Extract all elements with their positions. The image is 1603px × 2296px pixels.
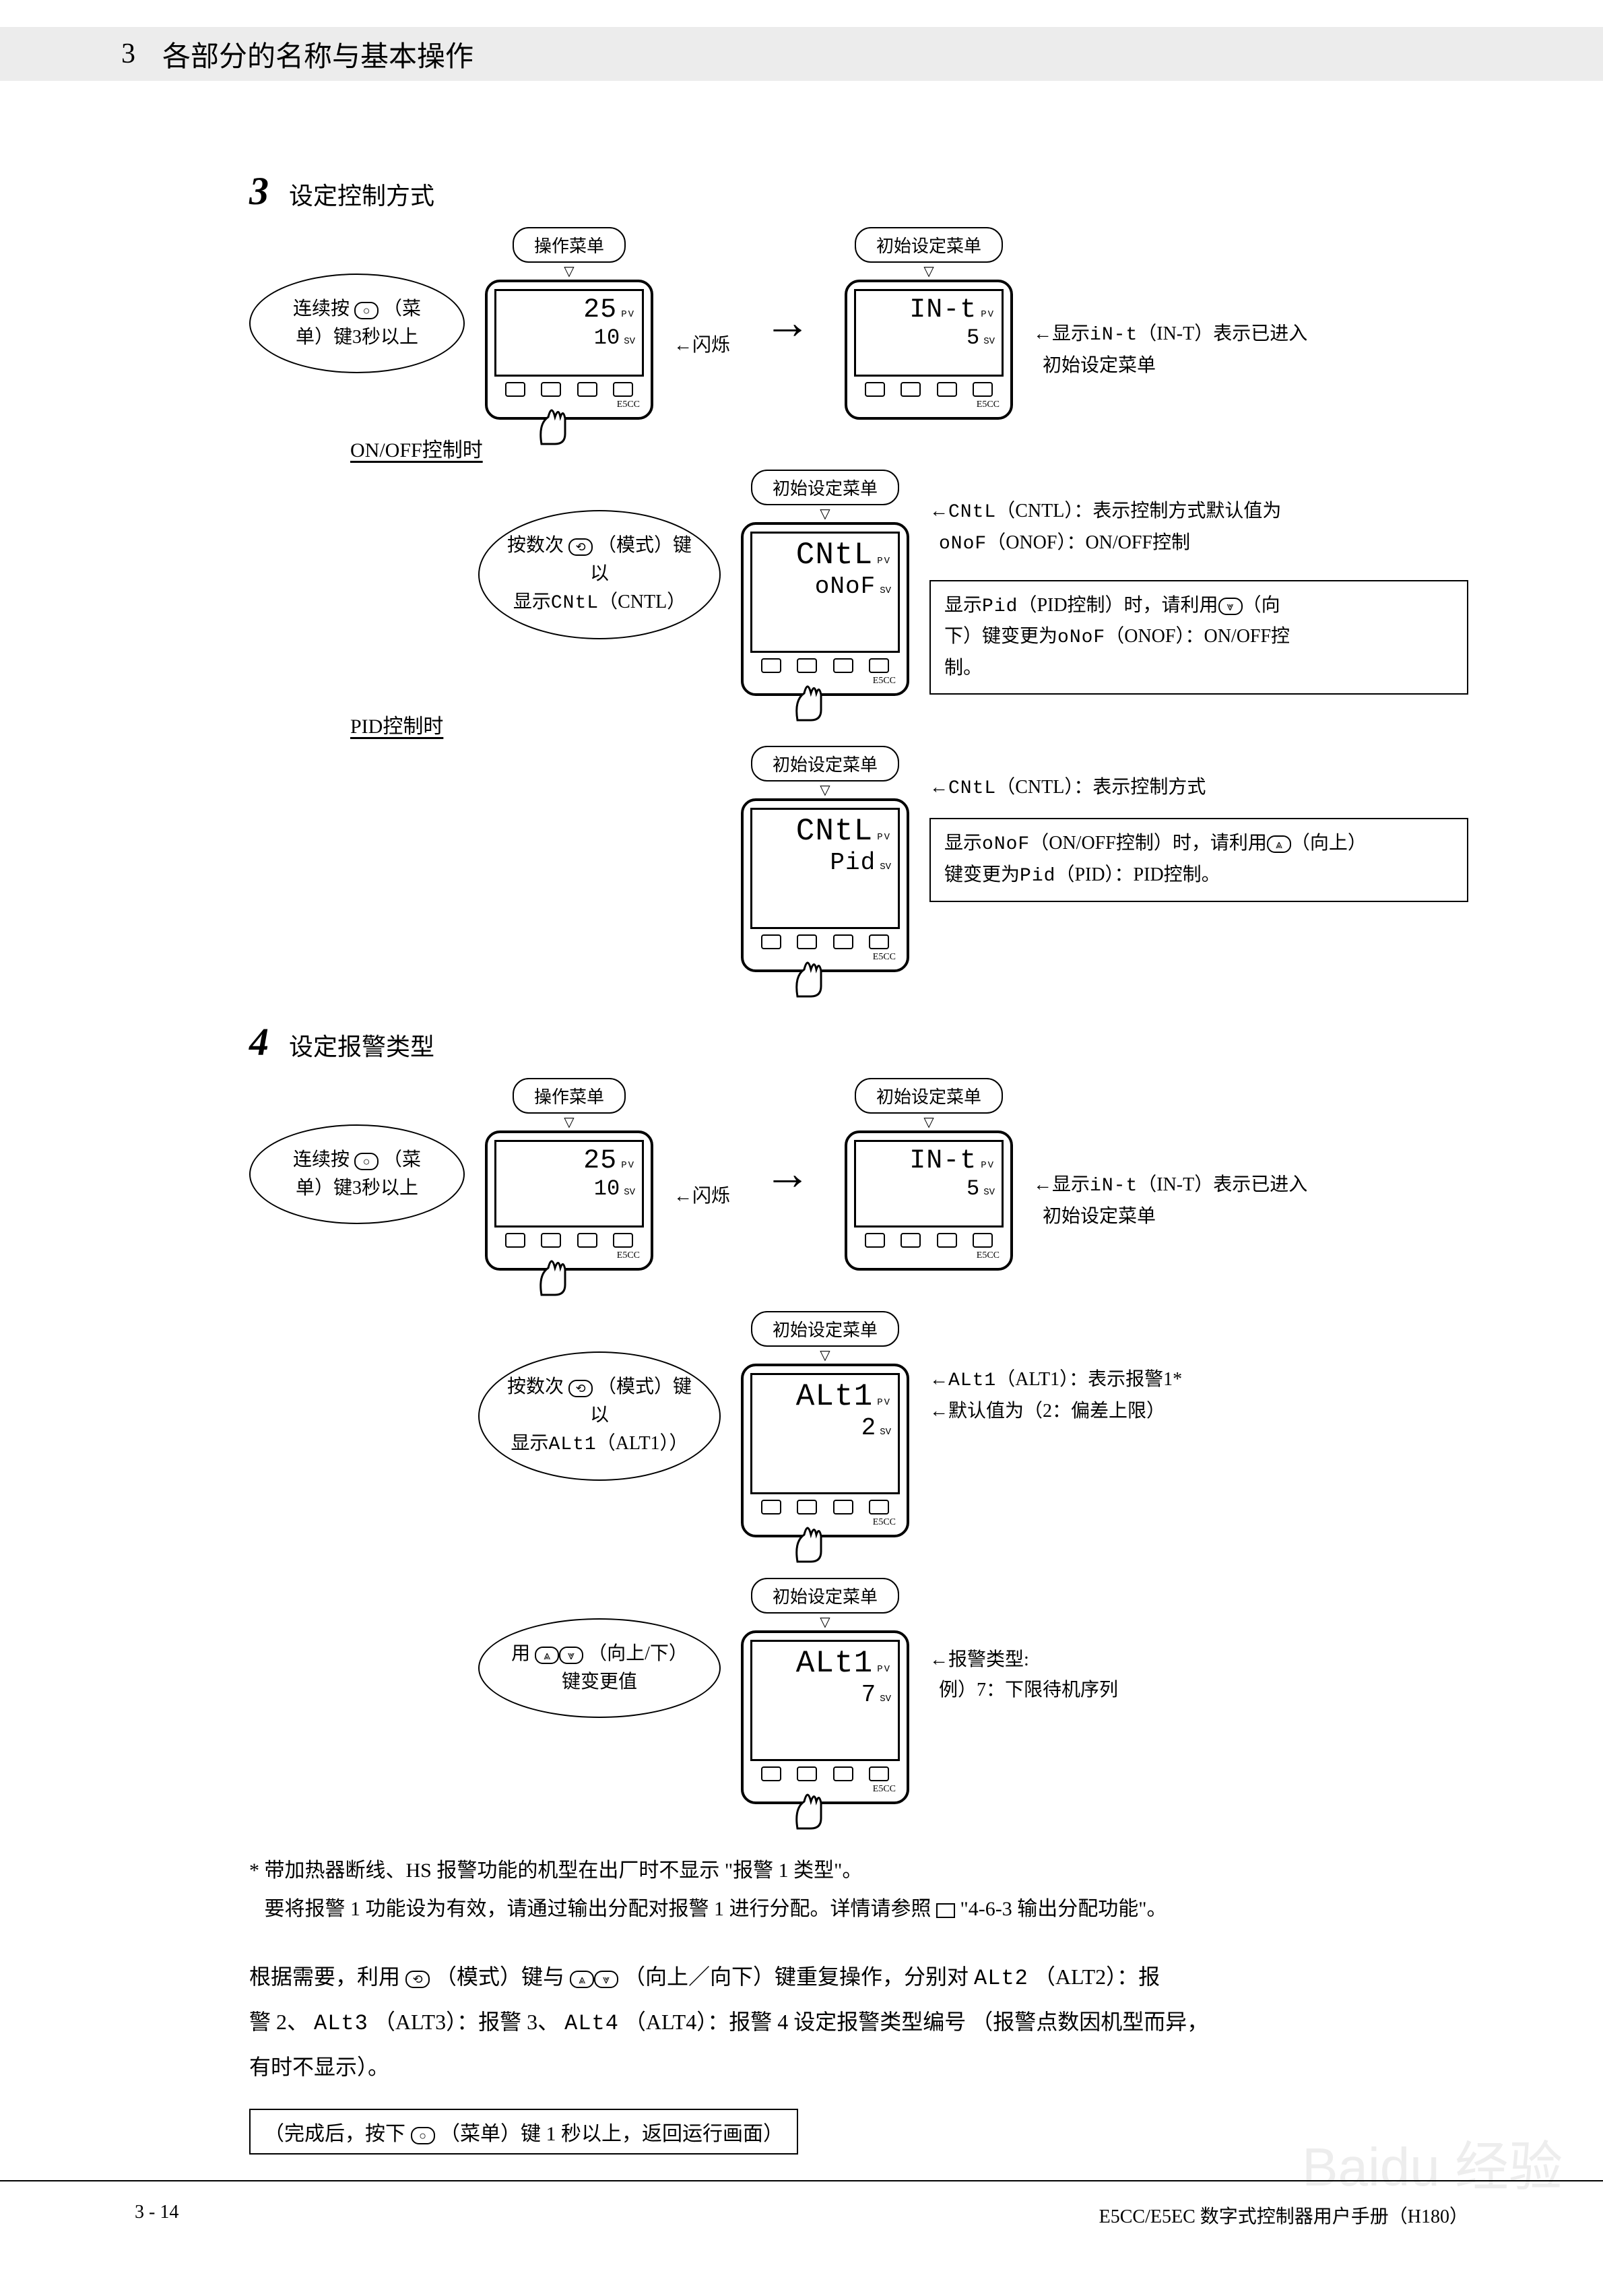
step4-title: 设定报警类型 [289, 1027, 434, 1062]
step4-bubble2: 按数次 ⟲ （模式）键以 显示ALt1（ALT1）） [478, 1351, 721, 1481]
step3-box2: 显示oNoF（ON/OFF控制）时，请利用⩓（向上） 键变更为Pid（PID）：… [929, 818, 1468, 903]
down-key-icon: ⩔ [559, 1647, 583, 1664]
step4-op-col: 操作菜单 ▽ 25PV 10SV E5CC [485, 1078, 653, 1271]
manual-ref: E5CC/E5EC 数字式控制器用户手册（H180） [1099, 2202, 1468, 2229]
step4-num: 4 [249, 1019, 269, 1064]
hand-icon [528, 397, 575, 451]
step3-title: 设定控制方式 [289, 177, 434, 212]
step3-box1: 显示Pid（PID控制）时，请利用⩔（向 下）键变更为oNoF（ONOF）：ON… [929, 580, 1468, 695]
init-menu-tag: 初始设定菜单 [855, 227, 1003, 263]
blink-label: ←闪烁 [674, 330, 730, 357]
body-text: 根据需要，利用 ⟲ （模式）键与 ⩓⩔ （向上／向下）键重复操作，分别对 ALt… [249, 1955, 1468, 2088]
onoff-subhead: ON/OFF控制时 [350, 433, 1468, 463]
init-menu-tag-4b: 初始设定菜单 [751, 1311, 899, 1347]
down-key-icon: ⩔ [1218, 598, 1243, 615]
page-content: 3 设定控制方式 连续按 ○ （菜 单）键3秒以上 操作菜单 ▽ 25PV 10… [0, 81, 1603, 2155]
step3-bubble2: 按数次 ⟲ （模式）键以 显示CNtL（CNTL） [478, 510, 721, 639]
step-4: 4 设定报警类型 连续按 ○ （菜 单）键3秒以上 操作菜单 ▽ 25PV 10… [249, 1019, 1468, 1804]
step3-pid-col: 初始设定菜单 ▽ CNtLPV PidSV E5CC [741, 746, 909, 972]
op-menu-tag-4: 操作菜单 [513, 1078, 626, 1114]
mode-key-icon: ⟲ [568, 538, 593, 556]
init-menu-tag-4c: 初始设定菜单 [751, 1578, 899, 1614]
device-3a: 25PV 10SV E5CC [485, 280, 653, 420]
step4-bubble1: 连续按 ○ （菜 单）键3秒以上 [249, 1124, 465, 1224]
step3-init-col: 初始设定菜单 ▽ IN-tPV 5SV E5CC [845, 227, 1013, 420]
menu-key-icon: ○ [354, 1153, 379, 1170]
book-icon [936, 1903, 955, 1918]
step4-init-col: 初始设定菜单 ▽ IN-tPV 5SV E5CC [845, 1078, 1013, 1271]
blink-label-4: ←闪烁 [674, 1181, 730, 1208]
section-title: 各部分的名称与基本操作 [162, 34, 473, 75]
mode-key-icon: ⟲ [568, 1380, 593, 1397]
device-3d: CNtLPV PidSV E5CC [741, 798, 909, 972]
device-4b: IN-tPV 5SV E5CC [845, 1130, 1013, 1271]
step3-onoff-notes: ←CNtL（CNTL）：表示控制方式默认值为 oNoF（ONOF）：ON/OFF… [929, 497, 1468, 695]
step4-note-d: ←报警类型: 例）7：下限待机序列 [929, 1645, 1118, 1706]
step4-alt1-col: 初始设定菜单 ▽ ALt1PV 2SV E5CC [741, 1311, 909, 1537]
init-menu-tag-2: 初始设定菜单 [751, 470, 899, 505]
hand-icon [784, 949, 831, 1003]
up-key-icon: ⩓ [535, 1647, 559, 1664]
step3-bubble1: 连续按 ○ （菜 单）键3秒以上 [249, 274, 465, 373]
device-3c: CNtLPV oNoFSV E5CC [741, 522, 909, 696]
menu-key-icon: ○ [354, 302, 379, 319]
init-menu-tag-3: 初始设定菜单 [751, 746, 899, 782]
device-4d: ALt1PV 7SV E5CC [741, 1630, 909, 1804]
step-3: 3 设定控制方式 连续按 ○ （菜 单）键3秒以上 操作菜单 ▽ 25PV 10… [249, 168, 1468, 972]
return-box: （完成后，按下 ○ （菜单）键 1 秒以上，返回运行画面） [249, 2109, 798, 2155]
hand-icon [784, 1781, 831, 1835]
step4-alt1b-col: 初始设定菜单 ▽ ALt1PV 7SV E5CC [741, 1578, 909, 1804]
step3-num: 3 [249, 168, 269, 214]
up-key-icon: ⩓ [1267, 835, 1291, 853]
device-4c: ALt1PV 2SV E5CC [741, 1364, 909, 1537]
down-key-icon: ⩔ [594, 1971, 618, 1988]
step3-pid-notes: ←CNtL（CNTL）：表示控制方式 显示oNoF（ON/OFF控制）时，请利用… [929, 773, 1468, 902]
arrow-right-icon: → [750, 296, 824, 350]
section-number: 3 [121, 38, 135, 70]
mode-key-icon: ⟲ [405, 1971, 430, 1988]
pid-subhead: PID控制时 [350, 709, 1468, 739]
up-key-icon: ⩓ [570, 1971, 594, 1988]
step4-bubble3: 用 ⩓⩔ （向上/下） 键变更值 [478, 1618, 721, 1718]
footnote: * 带加热器断线、HS 报警功能的机型在出厂时不显示 "报警 1 类型"。 要将… [249, 1851, 1468, 1928]
menu-key-icon: ○ [411, 2127, 435, 2144]
step3-onoff-col: 初始设定菜单 ▽ CNtLPV oNoFSV E5CC [741, 470, 909, 696]
init-menu-tag-4: 初始设定菜单 [855, 1078, 1003, 1114]
device-4a: 25PV 10SV E5CC [485, 1130, 653, 1271]
step4-note-c: ←ALt1（ALT1）：表示报警1* ←默认值为（2：偏差上限） [929, 1365, 1182, 1427]
step3-note-b: ←显示iN-t（IN-T）表示已进入 初始设定菜单 [1033, 319, 1307, 381]
page-number: 3 - 14 [135, 2202, 178, 2229]
hand-icon [784, 1514, 831, 1568]
hand-icon [528, 1248, 575, 1302]
arrow-right-icon: → [750, 1147, 824, 1201]
page-header: 3 各部分的名称与基本操作 [0, 27, 1603, 81]
step3-op-col: 操作菜单 ▽ 25PV 10SV E5CC [485, 227, 653, 420]
hand-icon [784, 673, 831, 727]
page-footer: 3 - 14 E5CC/E5EC 数字式控制器用户手册（H180） [0, 2180, 1603, 2229]
step4-note-b: ←显示iN-t（IN-T）表示已进入 初始设定菜单 [1033, 1170, 1307, 1232]
device-3b: IN-tPV 5SV E5CC [845, 280, 1013, 420]
op-menu-tag: 操作菜单 [513, 227, 626, 263]
